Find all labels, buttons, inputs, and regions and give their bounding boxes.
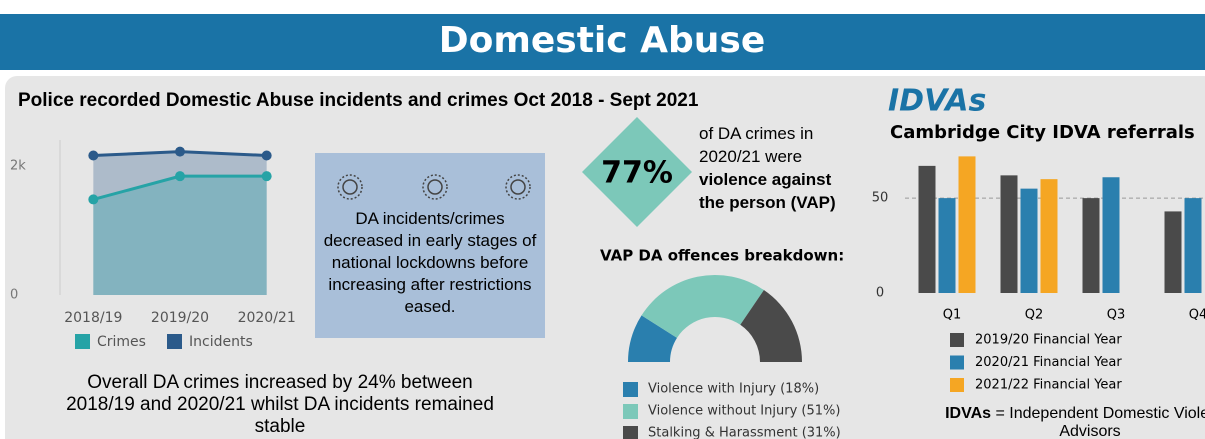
- point: [88, 194, 99, 205]
- x-tick-label: 2019/20: [151, 310, 209, 326]
- bar: [1082, 198, 1100, 293]
- stat-caption: of DA crimes in 2020/21 were: [699, 124, 814, 166]
- bar: [1184, 198, 1202, 293]
- virus-icons: [337, 174, 531, 200]
- bar: [958, 156, 976, 293]
- stat-emphasis: violence against the person (VAP): [699, 170, 836, 212]
- legend-swatch: [623, 382, 638, 397]
- stat-diamond: [582, 117, 692, 227]
- legend-label: 2020/21 Financial Year: [975, 355, 1122, 370]
- legend-label: Violence without Injury (51%): [648, 404, 840, 419]
- legend-swatch: [75, 334, 90, 349]
- note-text: DA incidents/crimes decreased in early s…: [323, 209, 537, 316]
- legend-label: Incidents: [189, 334, 253, 350]
- summary-text: Overall DA crimes increased by 24% betwe…: [66, 372, 494, 437]
- police-title: Police recorded Domestic Abuse incidents…: [18, 90, 699, 111]
- legend-swatch: [950, 378, 964, 392]
- legend-label: 2019/20 Financial Year: [975, 333, 1122, 348]
- chart-title: Cambridge City IDVA referrals: [890, 122, 1195, 143]
- header-band: [0, 14, 1205, 70]
- stat-value: 77%: [601, 156, 673, 191]
- legend-swatch: [950, 355, 964, 370]
- x-tick-label: 2020/21: [238, 310, 296, 326]
- point: [261, 150, 272, 161]
- bar: [918, 165, 936, 293]
- bar: [1102, 177, 1120, 293]
- slice: [628, 315, 678, 362]
- footnote-term: IDVAs: [945, 405, 992, 422]
- legend-label: Crimes: [97, 334, 146, 350]
- point: [261, 171, 272, 182]
- slice: [641, 275, 764, 338]
- idva-heading: IDVAs: [888, 84, 986, 119]
- x-tick-label: Q4: [1189, 308, 1205, 323]
- bar: [1040, 179, 1058, 293]
- footnote-text: = Independent Domestic Violence Advisors: [995, 405, 1205, 439]
- legend-swatch: [623, 426, 638, 439]
- point: [88, 150, 99, 161]
- x-tick-label: 2018/19: [64, 310, 122, 326]
- panel: [5, 76, 1205, 439]
- y-tick-label: 50: [872, 191, 889, 206]
- legend-label: Violence with Injury (18%): [648, 382, 819, 397]
- bar: [938, 198, 956, 293]
- footnote: IDVAs = Independent Domestic Violence Ad…: [940, 405, 1205, 439]
- y-tick-label: 0: [10, 288, 18, 303]
- stat-text: of DA crimes in 2020/21 were violence ag…: [699, 122, 859, 214]
- legend-label: Stalking & Harassment (31%): [648, 426, 841, 439]
- chart-title: VAP DA offences breakdown:: [600, 247, 844, 265]
- x-tick-label: Q1: [943, 308, 962, 323]
- legend-swatch: [950, 333, 964, 347]
- legend-swatch: [167, 334, 182, 349]
- header-title: Domestic Abuse: [439, 20, 766, 61]
- bar: [1020, 188, 1038, 293]
- bar: [1164, 211, 1182, 293]
- area: [93, 176, 267, 295]
- y-tick-label: 0: [876, 286, 884, 301]
- slice: [740, 290, 802, 362]
- point: [175, 171, 185, 182]
- x-tick-label: Q2: [1025, 308, 1044, 323]
- legend-label: 2021/22 Financial Year: [975, 378, 1122, 393]
- y-tick-label: 2k: [10, 158, 26, 173]
- bar: [1000, 175, 1018, 293]
- point: [175, 146, 185, 157]
- legend-swatch: [623, 404, 638, 419]
- x-tick-label: Q3: [1107, 308, 1126, 323]
